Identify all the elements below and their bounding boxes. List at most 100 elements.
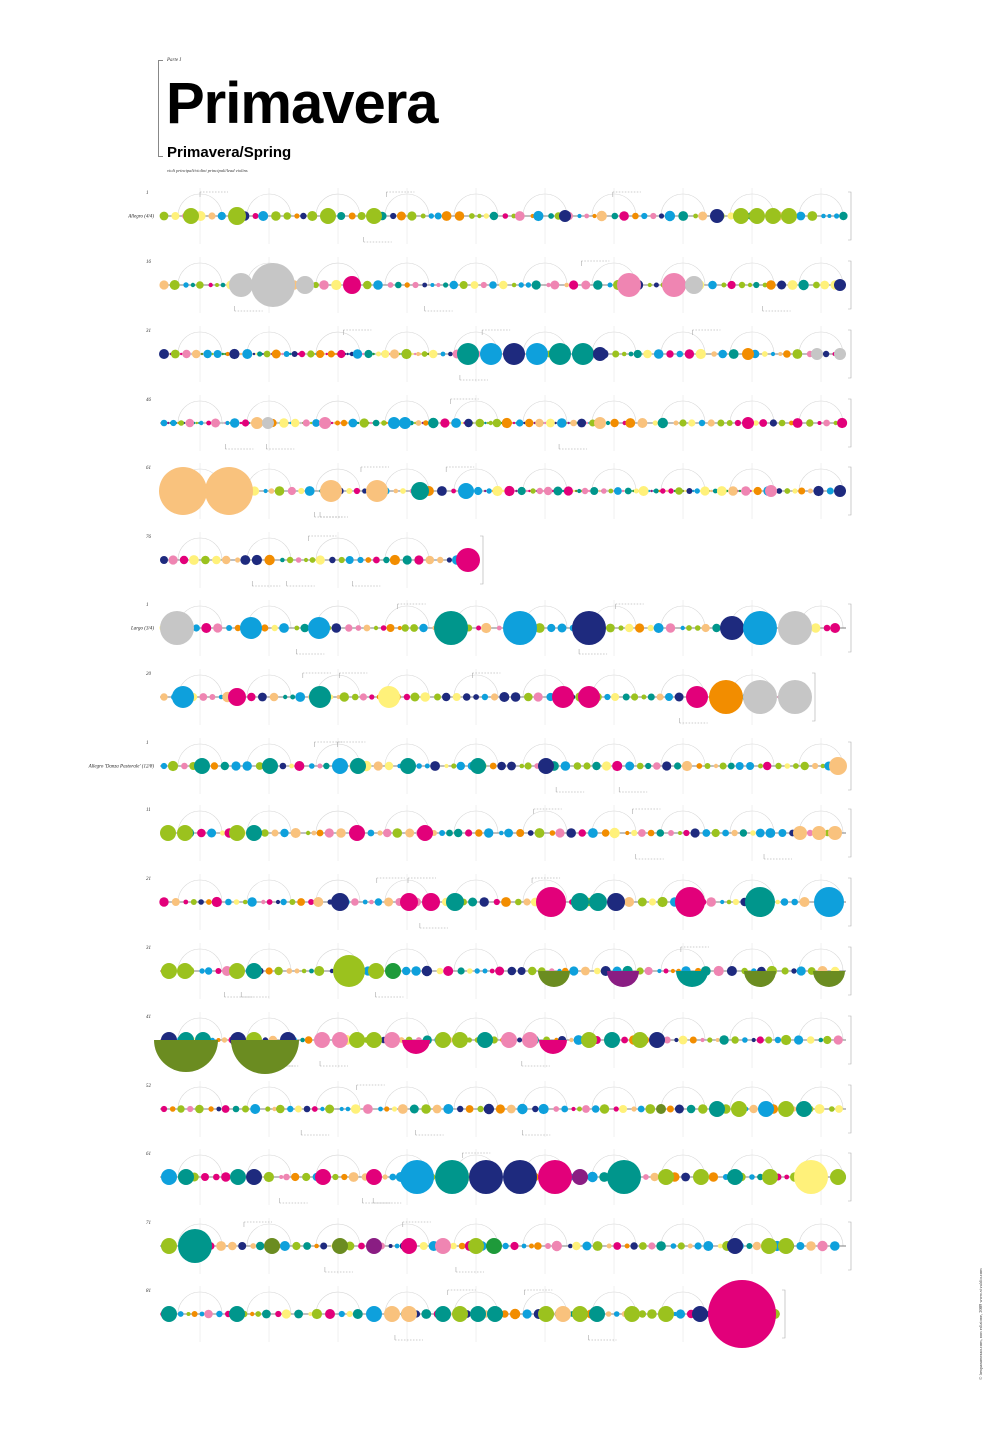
note-dot bbox=[489, 281, 497, 289]
note-dot bbox=[287, 486, 296, 496]
note-dot bbox=[359, 418, 369, 428]
note-dot bbox=[201, 555, 210, 565]
note-circle bbox=[589, 893, 607, 911]
note-dot bbox=[769, 419, 778, 427]
note-dot bbox=[694, 488, 700, 494]
note-dot bbox=[707, 1037, 713, 1043]
score-stave: 16 bbox=[146, 257, 852, 313]
note-dot bbox=[670, 968, 676, 974]
note-dot bbox=[233, 899, 240, 905]
note-dot bbox=[437, 556, 444, 564]
note-circle bbox=[349, 825, 365, 841]
note-circle bbox=[778, 1101, 794, 1117]
note-dot bbox=[464, 418, 473, 428]
note-dot bbox=[645, 762, 652, 770]
note-dot bbox=[302, 419, 310, 427]
note-circle bbox=[536, 887, 566, 917]
note-dot bbox=[387, 282, 394, 288]
note-dot bbox=[638, 486, 649, 496]
note-dot bbox=[560, 761, 571, 771]
score-stave: 31 bbox=[146, 943, 852, 999]
note-dot bbox=[826, 487, 834, 495]
note-dot bbox=[624, 1243, 630, 1249]
note-dot bbox=[294, 968, 300, 974]
note-circle bbox=[571, 893, 589, 911]
note-dot bbox=[401, 348, 412, 360]
note-dot bbox=[517, 1103, 528, 1115]
score-stave: 21 bbox=[146, 874, 852, 930]
note-dot bbox=[650, 212, 657, 220]
note-dot bbox=[717, 419, 725, 427]
note-circle bbox=[251, 417, 263, 429]
note-dot bbox=[516, 419, 524, 427]
note-dot bbox=[784, 488, 791, 494]
note-dot bbox=[481, 622, 492, 634]
note-circle bbox=[384, 1306, 400, 1322]
note-dot bbox=[793, 763, 799, 769]
note-dot bbox=[727, 762, 735, 770]
note-dot bbox=[501, 897, 511, 907]
note-dot bbox=[665, 693, 673, 701]
note-dot bbox=[612, 760, 623, 772]
note-dot bbox=[484, 828, 494, 838]
note-circle bbox=[470, 1306, 486, 1322]
note-dot bbox=[486, 488, 492, 494]
note-circle bbox=[366, 1032, 382, 1048]
note-dot bbox=[337, 212, 346, 220]
note-dot bbox=[698, 211, 708, 221]
note-dot bbox=[717, 1243, 723, 1249]
note-dot bbox=[294, 213, 300, 219]
note-dot bbox=[582, 1105, 590, 1113]
note-dot bbox=[657, 417, 668, 429]
note-dot bbox=[557, 623, 567, 633]
note-dot bbox=[584, 213, 590, 219]
note-dot bbox=[358, 1242, 365, 1250]
note-dot bbox=[507, 966, 517, 976]
note-dot bbox=[345, 1106, 351, 1112]
note-dot bbox=[159, 280, 169, 290]
note-dot bbox=[577, 213, 582, 219]
note-dot bbox=[495, 1104, 505, 1114]
note-dot bbox=[257, 351, 263, 357]
note-dot bbox=[746, 1243, 753, 1249]
note-dot bbox=[605, 420, 611, 426]
note-dot bbox=[369, 899, 374, 905]
note-dot bbox=[351, 898, 359, 906]
note-dot bbox=[450, 1242, 457, 1250]
note-dot bbox=[569, 280, 579, 290]
note-dot bbox=[492, 485, 503, 497]
note-dot bbox=[197, 828, 206, 838]
note-dot bbox=[713, 965, 724, 977]
note-dot bbox=[389, 349, 400, 359]
note-dot bbox=[261, 829, 269, 837]
note-dot bbox=[763, 761, 772, 771]
note-dot bbox=[708, 280, 717, 290]
note-circle bbox=[656, 1104, 666, 1114]
note-dot bbox=[750, 830, 756, 836]
note-dot bbox=[168, 555, 178, 565]
note-dot bbox=[545, 1243, 551, 1249]
note-dot bbox=[395, 281, 402, 289]
note-dot bbox=[331, 279, 342, 291]
note-dot bbox=[684, 349, 695, 359]
note-dot bbox=[307, 211, 318, 221]
note-dot bbox=[421, 965, 433, 977]
score-stave: 61 bbox=[146, 1149, 852, 1205]
note-dot bbox=[796, 966, 806, 976]
note-circle bbox=[178, 1169, 194, 1185]
note-dot bbox=[726, 420, 733, 426]
note-dot bbox=[839, 211, 848, 221]
note-dot bbox=[402, 966, 411, 976]
note-dot bbox=[796, 1242, 805, 1250]
note-dot bbox=[373, 556, 380, 564]
note-dot bbox=[647, 829, 655, 837]
note-dot bbox=[199, 968, 205, 974]
note-dot bbox=[711, 351, 717, 357]
note-dot bbox=[428, 349, 438, 359]
note-dot bbox=[479, 897, 489, 907]
note-dot bbox=[678, 831, 682, 835]
note-dot bbox=[373, 625, 379, 631]
note-dot bbox=[339, 692, 349, 702]
note-dot bbox=[324, 828, 334, 838]
note-dot bbox=[443, 1104, 454, 1114]
